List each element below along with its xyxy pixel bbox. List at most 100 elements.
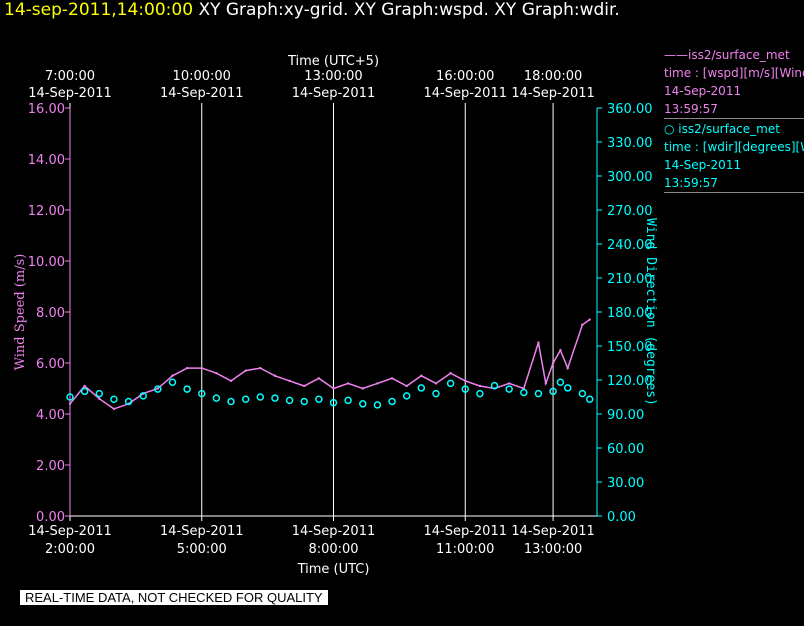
wdir-point	[154, 385, 162, 393]
header-timestamp: 14-sep-2011,14:00:00	[4, 0, 194, 20]
y-right-tick-label: 0.00	[607, 510, 636, 525]
x-tick-date: 14-Sep-2011	[160, 524, 244, 539]
wdir-point	[344, 396, 352, 405]
wdir-point	[168, 378, 177, 387]
wdir-point	[315, 395, 323, 404]
x-top-tick-date: 14-Sep-2011	[292, 86, 376, 101]
legend-time: 13:59:57	[664, 102, 718, 116]
legend-wdir: ○ iss2/surface_met time : [wdir][degrees…	[664, 120, 804, 192]
wdir-point	[417, 384, 426, 392]
wspd-point	[544, 382, 547, 385]
x-top-tick-date: 14-Sep-2011	[511, 86, 595, 101]
wspd-point	[98, 397, 101, 400]
x-top-tick-time: 13:00:00	[304, 69, 362, 84]
wspd-point	[112, 407, 116, 411]
y-left-tick-label: 0.00	[36, 510, 65, 525]
x-top-tick-time: 10:00:00	[173, 69, 231, 84]
wspd-point	[405, 384, 408, 388]
x-tick-time: 13:00:00	[524, 542, 582, 557]
wdir-point	[534, 389, 543, 398]
wspd-point	[588, 318, 591, 321]
wdir-point	[80, 387, 89, 396]
wdir-point	[578, 389, 587, 398]
wspd-point	[229, 379, 233, 383]
y-right-tick-label: 90.00	[607, 408, 644, 423]
wdir-point	[476, 389, 484, 398]
legend-date: 14-Sep-2011	[664, 84, 742, 98]
wdir-point	[329, 398, 338, 407]
x-tick-date: 14-Sep-2011	[511, 524, 595, 539]
wdir-point	[556, 378, 565, 387]
wspd-point	[551, 361, 555, 365]
wspd-point	[581, 323, 584, 326]
wdir-point	[183, 385, 191, 393]
legend-divider	[664, 118, 804, 119]
y-left-tick-label: 2.00	[36, 459, 65, 474]
bottom-axis-title: Time (UTC)	[297, 562, 370, 577]
y-right-axis-title: Wind Direction (degrees)	[643, 218, 658, 406]
y-right-tick-label: 180.00	[607, 306, 653, 321]
wspd-point	[537, 341, 540, 344]
wdir-point	[241, 395, 250, 404]
x-top-tick-date: 14-Sep-2011	[423, 86, 507, 101]
wspd-point	[317, 377, 321, 380]
x-tick-time: 11:00:00	[436, 542, 494, 557]
wdir-point	[585, 395, 594, 404]
x-top-tick-date: 14-Sep-2011	[160, 86, 244, 101]
wspd-point	[449, 372, 452, 375]
y-left-tick-label: 12.00	[28, 204, 65, 219]
wdir-point	[461, 385, 469, 393]
y-right-tick-label: 270.00	[607, 204, 653, 219]
wdir-point	[373, 401, 382, 409]
y-right-tick-label: 360.00	[607, 102, 653, 117]
legend-variable: time : [wdir][degrees][W	[664, 140, 804, 154]
wdir-point	[256, 393, 265, 401]
wdir-point	[198, 389, 206, 398]
wdir-point	[359, 400, 367, 408]
y-left-tick-label: 10.00	[28, 255, 65, 270]
wspd-point	[478, 384, 482, 388]
wspd-line	[69, 318, 591, 410]
y-right-tick-label: 60.00	[607, 442, 644, 457]
wdir-point	[520, 388, 528, 397]
x-tick-date: 14-Sep-2011	[28, 524, 112, 539]
y-right-tick-label: 120.00	[607, 374, 653, 389]
wspd-point	[288, 379, 291, 383]
wspd-point	[200, 366, 203, 370]
wdir-point	[490, 381, 499, 390]
wspd-point	[434, 382, 438, 385]
wspd-point	[507, 382, 511, 385]
y-left-tick-label: 16.00	[28, 102, 65, 117]
y-left-axis-title: Wind Speed (m/s)	[13, 254, 28, 371]
x-tick-time: 5:00:00	[177, 542, 227, 557]
x-tick-date: 14-Sep-2011	[292, 524, 376, 539]
wspd-point	[361, 387, 364, 390]
wspd-point	[346, 382, 350, 385]
wdir-point	[285, 396, 294, 405]
legend-time: 13:59:57	[664, 176, 718, 190]
wspd-point	[68, 402, 72, 405]
wdir-point	[124, 397, 133, 406]
wspd-point	[566, 366, 569, 370]
wdir-point	[563, 384, 572, 392]
legend-line-marker: ——	[664, 48, 688, 62]
wspd-point	[390, 377, 394, 380]
wdir-point	[402, 392, 411, 400]
y-right-tick-label: 210.00	[607, 272, 653, 287]
x-top-tick-time: 7:00:00	[45, 69, 95, 84]
wspd-point	[464, 379, 467, 383]
legend-divider	[664, 192, 804, 193]
x-tick-time: 8:00:00	[308, 542, 358, 557]
x-tick-time: 2:00:00	[45, 542, 95, 557]
legend-series-name: iss2/surface_met	[678, 122, 780, 136]
y-left-tick-label: 6.00	[36, 357, 65, 372]
y-left-tick-label: 14.00	[28, 153, 65, 168]
wspd-point	[171, 374, 174, 377]
wdir-point	[110, 395, 118, 404]
y-right-tick-label: 300.00	[607, 170, 653, 185]
x-top-tick-time: 18:00:00	[524, 69, 582, 84]
wspd-point	[244, 369, 247, 372]
x-top-tick-time: 16:00:00	[436, 69, 494, 84]
wdir-point	[300, 397, 308, 406]
